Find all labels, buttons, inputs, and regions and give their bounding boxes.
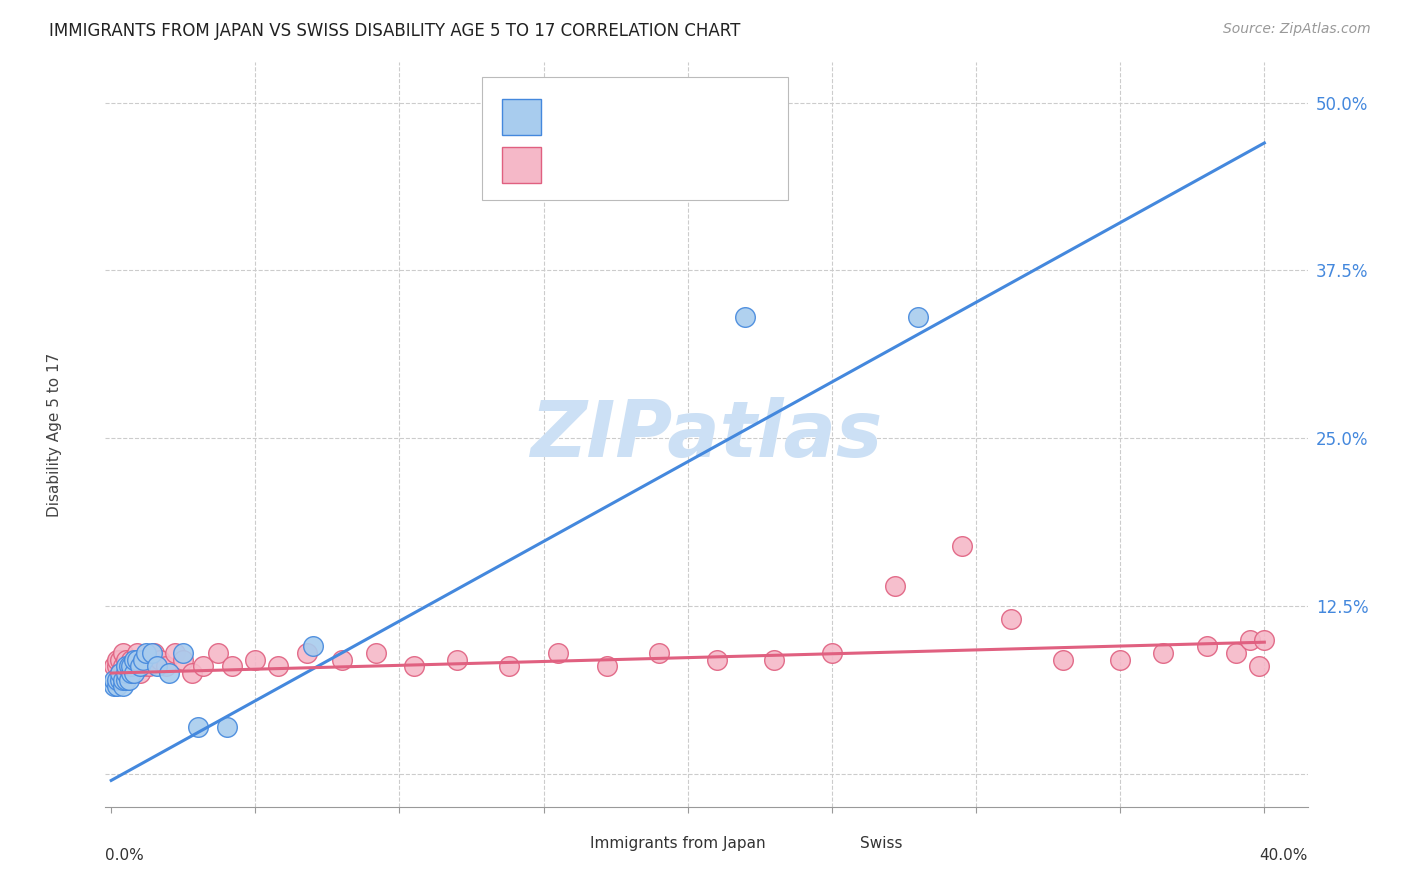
Text: IMMIGRANTS FROM JAPAN VS SWISS DISABILITY AGE 5 TO 17 CORRELATION CHART: IMMIGRANTS FROM JAPAN VS SWISS DISABILIT… — [49, 22, 741, 40]
Point — [146, 659, 169, 673]
Point — [117, 673, 139, 687]
Point — [267, 659, 290, 673]
Point — [1109, 653, 1132, 667]
Point — [114, 666, 136, 681]
Point — [111, 646, 134, 660]
Text: R = 0.095: R = 0.095 — [554, 158, 630, 173]
Point — [155, 659, 177, 673]
Text: R = 0.848: R = 0.848 — [554, 110, 630, 124]
Point — [163, 646, 186, 660]
Text: N = 30: N = 30 — [678, 110, 735, 124]
Text: 0.0%: 0.0% — [105, 848, 145, 863]
Point — [124, 666, 146, 681]
Point — [108, 666, 131, 681]
Point — [103, 680, 125, 694]
Point — [302, 639, 325, 653]
Point — [105, 680, 128, 694]
Point — [207, 646, 229, 660]
Point — [105, 659, 128, 673]
Point — [105, 673, 128, 687]
Point — [127, 653, 149, 667]
Point — [297, 646, 319, 660]
Point — [172, 653, 194, 667]
Point — [111, 659, 134, 673]
Point — [907, 310, 929, 325]
Point — [157, 666, 180, 681]
Text: 40.0%: 40.0% — [1260, 848, 1308, 863]
Point — [706, 653, 728, 667]
Point — [149, 653, 172, 667]
Point — [129, 666, 152, 681]
Point — [734, 310, 756, 325]
Point — [111, 680, 134, 694]
Point — [135, 653, 157, 667]
Point — [1195, 639, 1218, 653]
Point — [763, 653, 786, 667]
Point — [498, 659, 520, 673]
FancyBboxPatch shape — [544, 832, 578, 855]
Point — [1253, 632, 1275, 647]
Point — [129, 659, 152, 673]
Point — [138, 659, 160, 673]
Point — [120, 666, 142, 681]
Point — [446, 653, 468, 667]
Point — [1247, 659, 1270, 673]
Point — [103, 659, 125, 673]
Point — [1000, 612, 1022, 626]
Point — [330, 653, 353, 667]
Point — [648, 646, 671, 660]
FancyBboxPatch shape — [502, 147, 541, 183]
Point — [114, 653, 136, 667]
Point — [114, 673, 136, 687]
Point — [221, 659, 243, 673]
Point — [117, 659, 139, 673]
Text: ZIPatlas: ZIPatlas — [530, 397, 883, 473]
Point — [821, 646, 844, 660]
Point — [127, 646, 149, 660]
Point — [124, 653, 146, 667]
Point — [884, 579, 907, 593]
Point — [193, 659, 215, 673]
Point — [402, 659, 425, 673]
Point — [950, 539, 973, 553]
Point — [120, 659, 142, 673]
Text: N = 51: N = 51 — [678, 158, 735, 173]
Point — [215, 720, 238, 734]
Point — [1239, 632, 1261, 647]
Point — [114, 666, 136, 681]
Point — [143, 646, 166, 660]
Point — [1052, 653, 1074, 667]
Point — [111, 673, 134, 687]
Point — [114, 659, 136, 673]
Point — [366, 646, 388, 660]
Text: Disability Age 5 to 17: Disability Age 5 to 17 — [48, 352, 62, 517]
Point — [172, 646, 194, 660]
Point — [187, 720, 209, 734]
Point — [103, 673, 125, 687]
Point — [596, 659, 619, 673]
Text: Source: ZipAtlas.com: Source: ZipAtlas.com — [1223, 22, 1371, 37]
Point — [1152, 646, 1174, 660]
FancyBboxPatch shape — [814, 832, 848, 855]
Point — [135, 646, 157, 660]
Point — [1225, 646, 1247, 660]
Point — [108, 673, 131, 687]
Point — [245, 653, 267, 667]
Point — [141, 646, 163, 660]
Point — [547, 646, 569, 660]
Point — [132, 659, 155, 673]
Point — [124, 659, 146, 673]
Text: Swiss: Swiss — [860, 836, 903, 850]
Text: Immigrants from Japan: Immigrants from Japan — [591, 836, 765, 850]
Point — [117, 659, 139, 673]
Point — [108, 666, 131, 681]
FancyBboxPatch shape — [502, 99, 541, 135]
Point — [120, 653, 142, 667]
Point — [105, 653, 128, 667]
Point — [181, 666, 204, 681]
Point — [108, 653, 131, 667]
Point — [132, 653, 155, 667]
FancyBboxPatch shape — [482, 78, 789, 200]
